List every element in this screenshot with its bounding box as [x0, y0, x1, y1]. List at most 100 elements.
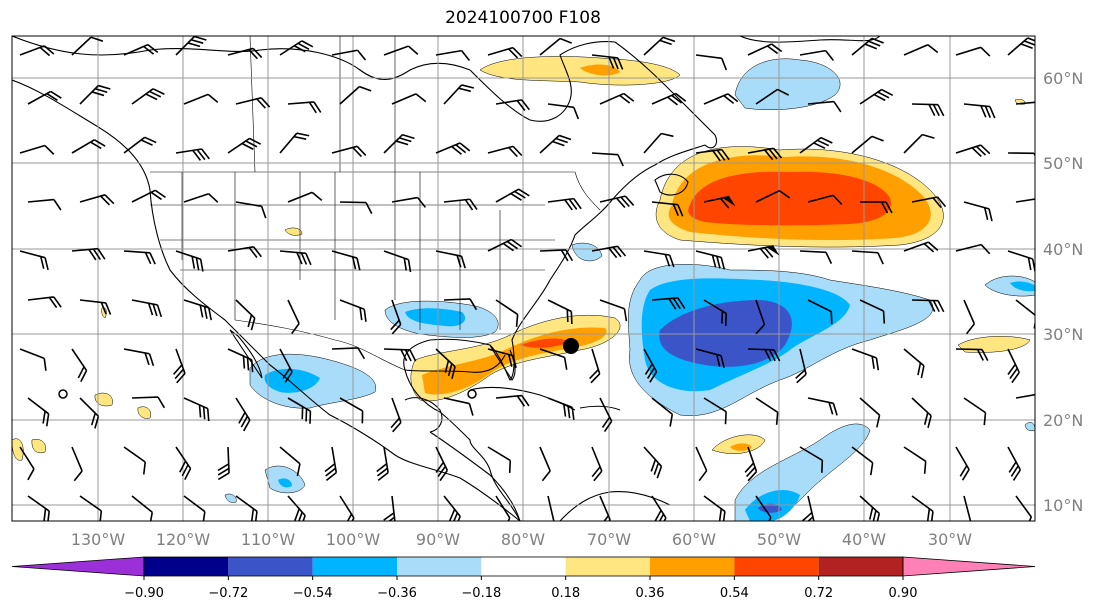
wind-barb	[71, 139, 106, 154]
longitude-labels: 130°W 120°W 110°W 100°W 90°W 80°W 70°W 6…	[71, 530, 972, 549]
wind-barb	[851, 446, 874, 476]
wind-barb	[131, 88, 165, 105]
wind-barb	[755, 88, 790, 105]
wind-barb	[960, 495, 972, 521]
wind-barb	[235, 299, 256, 331]
wind-barb	[235, 97, 271, 109]
wind-barb	[911, 103, 945, 117]
wind-barb	[71, 348, 88, 383]
wind-barb	[227, 246, 262, 258]
wind-barb	[695, 148, 730, 162]
wind-barb	[591, 152, 624, 167]
wind-barb	[443, 298, 478, 311]
wind-barb	[19, 250, 49, 271]
wind-barb	[71, 247, 106, 261]
wind-barb	[591, 245, 627, 259]
wind-barb	[851, 37, 884, 56]
wind-barb	[755, 299, 766, 335]
wind-barb	[1007, 37, 1035, 56]
lon-label: 90°W	[416, 530, 460, 549]
wind-barb	[651, 92, 687, 106]
wind-barb	[851, 135, 884, 154]
wind-barb	[287, 299, 300, 335]
wind-barb	[539, 446, 551, 482]
colorbar-tick-label: 0.36	[636, 586, 665, 601]
wind-barb	[1015, 495, 1033, 521]
wind-barb	[443, 397, 474, 416]
wind-barb	[859, 397, 881, 428]
wind-barb	[799, 250, 833, 264]
wind-barb	[703, 93, 739, 105]
labrador	[614, 41, 718, 149]
wind-barb	[79, 84, 111, 105]
latitude-labels: 60°N 50°N 40°N 30°N 20°N 10°N	[1043, 69, 1083, 515]
wind-barb	[487, 46, 523, 59]
wind-barb	[279, 446, 301, 477]
wind-barb	[495, 99, 530, 111]
gulf-coast	[404, 354, 506, 373]
wind-barb	[279, 40, 314, 56]
wind-barb	[807, 194, 843, 206]
wind-barb	[495, 299, 519, 327]
wind-barb	[703, 195, 736, 209]
wind-barb	[807, 397, 838, 416]
wind-barb	[851, 250, 884, 265]
station-circle	[467, 389, 477, 399]
wind-barb	[27, 495, 50, 521]
wind-barb	[331, 250, 361, 271]
negative-anomaly-labrador-sea	[734, 58, 841, 111]
lat-label: 50°N	[1043, 154, 1083, 173]
map-frame	[11, 35, 1036, 522]
wind-barb	[19, 45, 55, 57]
colorbar: −0.90 −0.72 −0.54 −0.36 −0.18 0.18 0.36 0.54 0.7…	[11, 556, 1036, 601]
wind-barb	[339, 299, 367, 322]
wind-barb	[955, 243, 991, 255]
wind-barb	[747, 147, 783, 161]
wind-barb	[279, 132, 310, 154]
wind-barb	[539, 348, 568, 370]
wind-barb	[79, 495, 103, 521]
lon-label: 110°W	[241, 530, 296, 549]
colorbar-tick-label: 0.18	[551, 586, 580, 601]
wind-barb	[703, 495, 726, 521]
yucatan	[404, 397, 443, 433]
wind-barb	[339, 85, 372, 105]
colorbar-extend-high	[902, 556, 1036, 577]
lon-label: 40°W	[842, 530, 886, 549]
wind-barb	[235, 495, 258, 521]
wind-barb	[695, 54, 728, 71]
wind-barb	[695, 348, 725, 369]
wind-barb	[227, 348, 254, 373]
lat-label: 10°N	[1043, 496, 1083, 515]
lon-label: 60°W	[672, 530, 716, 549]
wind-barb	[859, 88, 894, 105]
wind-barb	[79, 194, 115, 206]
colorbar-cell	[312, 557, 397, 576]
wind-barb	[799, 446, 824, 473]
baja-california	[229, 329, 263, 379]
greenland-south	[739, 36, 881, 43]
wind-barb	[331, 347, 366, 360]
colorbar-tick-label: 0.90	[889, 586, 918, 601]
wind-barb	[390, 397, 402, 433]
wind-barb	[539, 37, 573, 56]
wind-barb	[695, 250, 726, 270]
wind-barb	[747, 43, 783, 56]
wind-barb	[487, 145, 523, 158]
colorbar-cell	[397, 557, 482, 576]
lon-label: 70°W	[587, 530, 631, 549]
wind-barb	[651, 397, 674, 427]
wind-barb	[851, 348, 880, 371]
wind-barb	[495, 188, 530, 203]
hudson-bay	[469, 41, 616, 122]
wind-barb	[755, 397, 779, 425]
wind-barb	[911, 196, 947, 208]
wind-barb	[903, 348, 925, 379]
wind-barb	[131, 495, 154, 521]
wind-barb	[955, 348, 989, 362]
wind-barb	[703, 299, 728, 326]
wind-barb	[799, 49, 835, 61]
wind-barb	[287, 101, 322, 114]
colorbar-cell	[650, 557, 735, 576]
wind-barb	[19, 144, 55, 155]
